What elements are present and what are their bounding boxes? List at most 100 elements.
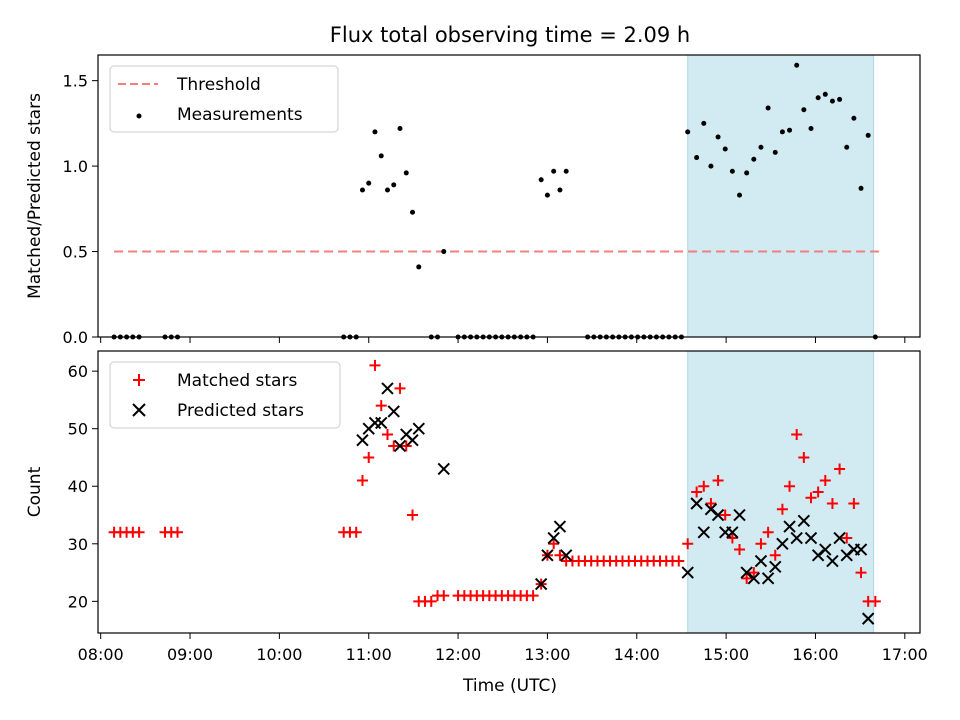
x-tick-label: 09:00 xyxy=(167,645,213,664)
predicted-star-point xyxy=(356,433,369,447)
measurement-point xyxy=(715,134,721,140)
y-tick-label: 20 xyxy=(68,592,88,611)
legend-matched-label: Matched stars xyxy=(177,371,297,391)
predicted-star-point xyxy=(690,497,703,510)
predicted-star-point xyxy=(437,462,450,476)
matched-star-point xyxy=(848,498,860,510)
measurement-point xyxy=(751,156,757,162)
predicted-star-point xyxy=(406,433,419,447)
panel-ratio-y-label: Matched/Predicted stars xyxy=(25,93,45,299)
matched-star-point xyxy=(400,440,412,452)
y-tick-label: 60 xyxy=(68,362,88,381)
x-tick-label: 11:00 xyxy=(346,645,392,664)
matched-star-point xyxy=(133,526,145,538)
matched-star-point xyxy=(554,549,566,561)
y-tick-label: 0.0 xyxy=(63,328,88,347)
matched-star-point xyxy=(438,590,450,602)
panel-count: 20 30 40 50 60 08:00 09:00 10:00 11:00 12:00 13:0… xyxy=(25,350,928,696)
matched-star-point xyxy=(394,382,406,394)
matched-star-point xyxy=(407,509,419,521)
count-points xyxy=(108,359,881,625)
measurement-point xyxy=(765,105,771,111)
y-tick-label: 1.0 xyxy=(63,157,88,176)
predicted-star-point xyxy=(711,508,725,522)
matched-star-point xyxy=(527,590,539,602)
matched-star-point xyxy=(381,428,393,440)
matched-star-point xyxy=(698,480,710,492)
matched-star-point xyxy=(712,474,724,486)
measurement-point xyxy=(563,168,569,174)
legend-predicted-label: Predicted stars xyxy=(177,401,304,421)
measurement-point xyxy=(378,153,384,159)
predicted-star-point xyxy=(697,526,710,539)
predicted-star-point xyxy=(381,382,394,395)
measurement-point xyxy=(685,129,691,135)
y-tick-label: 1.5 xyxy=(63,72,88,91)
measurement-point xyxy=(694,155,700,161)
measurement-point xyxy=(794,62,800,68)
matched-star-point xyxy=(350,526,362,538)
predicted-star-point xyxy=(747,572,761,585)
measurement-point xyxy=(403,170,409,176)
x-tick-label: 17:00 xyxy=(882,645,928,664)
measurement-point xyxy=(701,120,707,126)
matched-star-point xyxy=(834,463,846,475)
matched-star-point xyxy=(548,538,560,550)
panel-ratio-highlight-band xyxy=(687,54,875,338)
panel-count-y-ticks: 20 30 40 50 60 xyxy=(68,362,98,611)
matched-star-point xyxy=(705,498,717,510)
legend-threshold-label: Threshold xyxy=(176,75,261,95)
matched-star-point xyxy=(769,549,781,561)
measurement-point xyxy=(865,132,871,138)
legend-matched-swatch xyxy=(133,374,145,386)
measurement-point xyxy=(410,209,416,215)
predicted-star-point xyxy=(553,520,567,533)
matched-star-point xyxy=(719,509,731,521)
matched-star-point xyxy=(172,526,184,538)
x-tick-label: 16:00 xyxy=(792,645,838,664)
measurement-point xyxy=(772,149,778,155)
measurement-point xyxy=(722,146,728,152)
matched-star-point xyxy=(748,567,760,579)
panel-ratio: 0.0 0.5 1.0 1.5 Matched/Predicted stars Thr… xyxy=(25,54,921,347)
matched-star-point xyxy=(841,532,853,544)
legend-measurements-swatch xyxy=(136,113,142,119)
measurement-point xyxy=(557,187,563,193)
y-tick-label: 0.5 xyxy=(63,243,88,262)
predicted-star-point xyxy=(733,508,746,522)
panel-count-x-ticks: 08:00 09:00 10:00 11:00 12:00 13:00 14:00 15:00… xyxy=(78,633,928,664)
measurement-point xyxy=(822,91,828,97)
matched-star-point xyxy=(755,538,767,550)
predicted-star-point xyxy=(833,531,846,545)
legend-box xyxy=(109,65,339,133)
measurement-point xyxy=(372,129,378,135)
matched-star-point xyxy=(425,595,437,607)
x-tick-label: 13:00 xyxy=(524,645,570,664)
matched-star-point xyxy=(691,486,703,498)
predicted-star-point xyxy=(754,554,768,568)
panel-count-legend: Matched stars Predicted stars xyxy=(109,361,341,429)
matched-star-point xyxy=(673,555,685,567)
matched-star-point xyxy=(762,526,774,538)
measurement-point xyxy=(729,168,735,174)
matched-star-point xyxy=(734,544,746,556)
measurement-point xyxy=(808,125,814,131)
predicted-star-point xyxy=(769,560,782,574)
legend-measurements-label: Measurements xyxy=(177,105,303,125)
matched-star-point xyxy=(776,503,788,515)
predicted-star-point xyxy=(804,531,818,545)
x-axis-label: Time (UTC) xyxy=(462,676,557,696)
measurement-point xyxy=(538,177,544,183)
panel-ratio-legend: Threshold Measurements xyxy=(109,65,339,133)
predicted-star-point xyxy=(726,526,739,539)
predicted-star-point xyxy=(559,549,573,562)
matched-star-point xyxy=(805,492,817,504)
legend-predicted-swatch xyxy=(132,403,146,417)
panel-count-frame xyxy=(97,350,921,634)
y-tick-label: 50 xyxy=(68,420,88,439)
matched-star-point xyxy=(812,486,824,498)
matched-star-point xyxy=(369,359,381,371)
predicted-star-point xyxy=(861,612,875,625)
panel-ratio-frame xyxy=(97,54,921,338)
